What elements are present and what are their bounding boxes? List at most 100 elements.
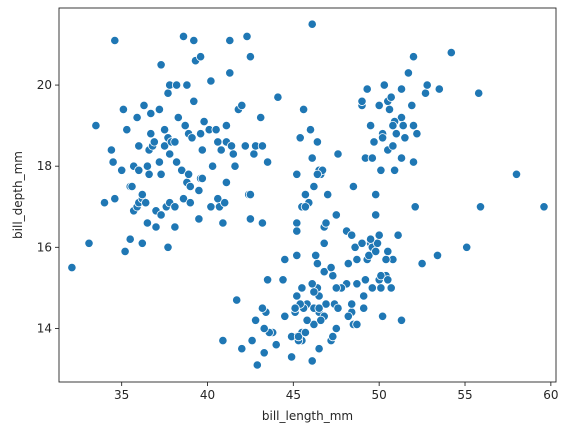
data-point [293, 170, 301, 178]
data-point [303, 316, 311, 324]
data-point [372, 211, 380, 219]
data-point [401, 134, 409, 142]
data-point [392, 130, 400, 138]
data-point [164, 243, 172, 251]
data-point [397, 154, 405, 162]
data-point [147, 130, 155, 138]
data-point [196, 53, 204, 61]
data-point [143, 219, 151, 227]
data-point [128, 182, 136, 190]
data-point [358, 239, 366, 247]
data-point [361, 276, 369, 284]
data-point [138, 239, 146, 247]
data-point [540, 203, 548, 211]
data-point [207, 77, 215, 85]
data-point [409, 121, 417, 129]
data-point [172, 81, 180, 89]
data-point [293, 292, 301, 300]
data-point [377, 284, 385, 292]
data-point [332, 324, 340, 332]
data-point [360, 292, 368, 300]
data-point [385, 105, 393, 113]
data-point [301, 203, 309, 211]
data-point [246, 53, 254, 61]
data-point [310, 288, 318, 296]
data-point [272, 341, 280, 349]
data-point [324, 190, 332, 198]
data-point [85, 239, 93, 247]
data-point [313, 138, 321, 146]
data-point [253, 361, 261, 369]
data-point [190, 36, 198, 44]
data-point [317, 316, 325, 324]
data-point [375, 231, 383, 239]
data-point [231, 162, 239, 170]
data-point [251, 316, 259, 324]
data-point [246, 215, 254, 223]
data-point [111, 195, 119, 203]
data-point [221, 199, 229, 207]
data-point [238, 101, 246, 109]
data-point [226, 69, 234, 77]
data-point [174, 113, 182, 121]
data-point [214, 138, 222, 146]
data-point [260, 324, 268, 332]
data-point [258, 304, 266, 312]
data-point [222, 121, 230, 129]
data-point [308, 20, 316, 28]
data-point [363, 85, 371, 93]
data-point [344, 312, 352, 320]
data-point [157, 170, 165, 178]
data-point [171, 138, 179, 146]
data-point [281, 255, 289, 263]
data-point [147, 109, 155, 117]
data-point [152, 223, 160, 231]
data-point [212, 126, 220, 134]
data-point [332, 211, 340, 219]
data-point [186, 199, 194, 207]
data-point [313, 170, 321, 178]
x-tick-label: 45 [286, 388, 301, 402]
data-point [299, 105, 307, 113]
data-point [399, 121, 407, 129]
data-point [348, 231, 356, 239]
data-point [387, 93, 395, 101]
data-point [157, 61, 165, 69]
data-point [246, 190, 254, 198]
data-point [387, 284, 395, 292]
data-point [133, 113, 141, 121]
data-point [312, 251, 320, 259]
y-axis-ticks: 14 16 18 20 [37, 78, 59, 335]
data-point [310, 182, 318, 190]
data-point [322, 219, 330, 227]
data-point [208, 162, 216, 170]
data-point [263, 158, 271, 166]
data-point [293, 227, 301, 235]
data-point [293, 219, 301, 227]
data-point [260, 349, 268, 357]
data-point [313, 259, 321, 267]
data-point [200, 117, 208, 125]
data-point [329, 332, 337, 340]
data-point [171, 203, 179, 211]
data-point [119, 105, 127, 113]
data-point [121, 247, 129, 255]
data-point [334, 150, 342, 158]
data-point [435, 85, 443, 93]
data-point [150, 138, 158, 146]
data-point [123, 126, 131, 134]
data-point [145, 170, 153, 178]
data-point [190, 97, 198, 105]
data-point [409, 158, 417, 166]
data-point [308, 357, 316, 365]
data-point [135, 166, 143, 174]
data-point [207, 203, 215, 211]
data-point [348, 300, 356, 308]
data-point [160, 126, 168, 134]
data-point [306, 126, 314, 134]
data-point [135, 142, 143, 150]
data-point [296, 134, 304, 142]
data-point [183, 81, 191, 89]
data-point [349, 182, 357, 190]
